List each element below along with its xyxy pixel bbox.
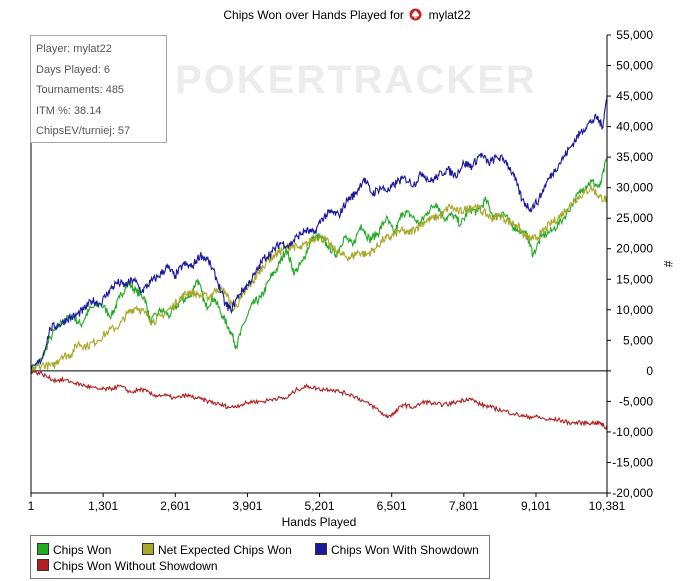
legend-item-with-showdown: Chips Won With Showdown xyxy=(315,543,479,557)
y-tick-label: 50,000 xyxy=(616,59,653,73)
legend-item-net-expected: Net Expected Chips Won xyxy=(142,543,292,557)
legend: Chips Won Net Expected Chips Won Chips W… xyxy=(30,535,490,579)
legend-swatch-without-showdown xyxy=(37,559,49,571)
y-tick-label: 5,000 xyxy=(623,333,653,347)
x-tick-label: 2,601 xyxy=(160,499,190,513)
y-tick-label: 40,000 xyxy=(616,120,653,134)
y-tick-label: -20,000 xyxy=(612,486,653,500)
info-days-played: Days Played: 6 xyxy=(36,63,110,76)
watermark: POKERTRACKER xyxy=(175,58,537,102)
y-tick-label: 10,000 xyxy=(616,303,653,317)
x-axis-label: Hands Played xyxy=(282,515,357,529)
y-tick-label: 0 xyxy=(646,364,653,378)
legend-swatch-chips-won xyxy=(37,543,49,555)
chart-title-text: Chips Won over Hands Played for xyxy=(223,8,404,22)
y-tick-label: -10,000 xyxy=(612,425,653,439)
x-tick-label: 7,801 xyxy=(449,499,479,513)
chart-title: Chips Won over Hands Played for mylat22 xyxy=(0,8,694,24)
info-itm: ITM %: 38.14 xyxy=(36,104,102,117)
legend-label-with-showdown: Chips Won With Showdown xyxy=(331,543,479,557)
x-tick-label: 10,381 xyxy=(589,499,626,513)
series-line-chips-won-with-showdown xyxy=(30,96,608,371)
legend-label-net-expected: Net Expected Chips Won xyxy=(158,543,292,557)
legend-label-without-showdown: Chips Won Without Showdown xyxy=(53,559,218,573)
chart-title-player: mylat22 xyxy=(428,8,471,22)
info-tournaments: Tournaments: 485 xyxy=(36,84,125,96)
y-tick-label: 25,000 xyxy=(616,211,653,225)
spade-icon xyxy=(409,8,422,24)
y-tick-label: 35,000 xyxy=(616,150,653,164)
legend-label-chips-won: Chips Won xyxy=(53,543,112,557)
x-tick-label: 5,201 xyxy=(305,499,335,513)
y-tick-label: 45,000 xyxy=(616,89,653,103)
info-player: Player: mylat22 xyxy=(36,43,112,55)
y-tick-label: 15,000 xyxy=(616,272,653,286)
series-line-net-expected-chips-won xyxy=(30,185,608,373)
y-tick-label: 20,000 xyxy=(616,242,653,256)
legend-item-chips-won: Chips Won xyxy=(37,543,111,557)
y-axis-label: # xyxy=(661,261,675,268)
y-tick-label: -15,000 xyxy=(612,455,653,469)
series-layer xyxy=(30,96,608,430)
legend-swatch-net-expected xyxy=(142,543,154,555)
series-line-chips-won xyxy=(30,156,608,375)
x-tick-label: 3,901 xyxy=(232,499,262,513)
legend-item-without-showdown: Chips Won Without Showdown xyxy=(37,559,218,573)
series-line-chips-won-without-showdown xyxy=(30,369,608,430)
y-tick-label: 55,000 xyxy=(616,28,653,42)
x-tick-label: 9,101 xyxy=(521,499,551,513)
y-tick-label: -5,000 xyxy=(619,394,653,408)
info-chipsev: ChipsEV/turniej: 57 xyxy=(36,125,131,137)
player-info-box: Player: mylat22 Days Played: 6 Tournamen… xyxy=(30,35,167,143)
x-tick-label: 1 xyxy=(28,499,35,513)
legend-swatch-with-showdown xyxy=(315,543,327,555)
y-tick-label: 30,000 xyxy=(616,181,653,195)
x-tick-label: 1,301 xyxy=(88,499,118,513)
x-tick-label: 6,501 xyxy=(377,499,407,513)
